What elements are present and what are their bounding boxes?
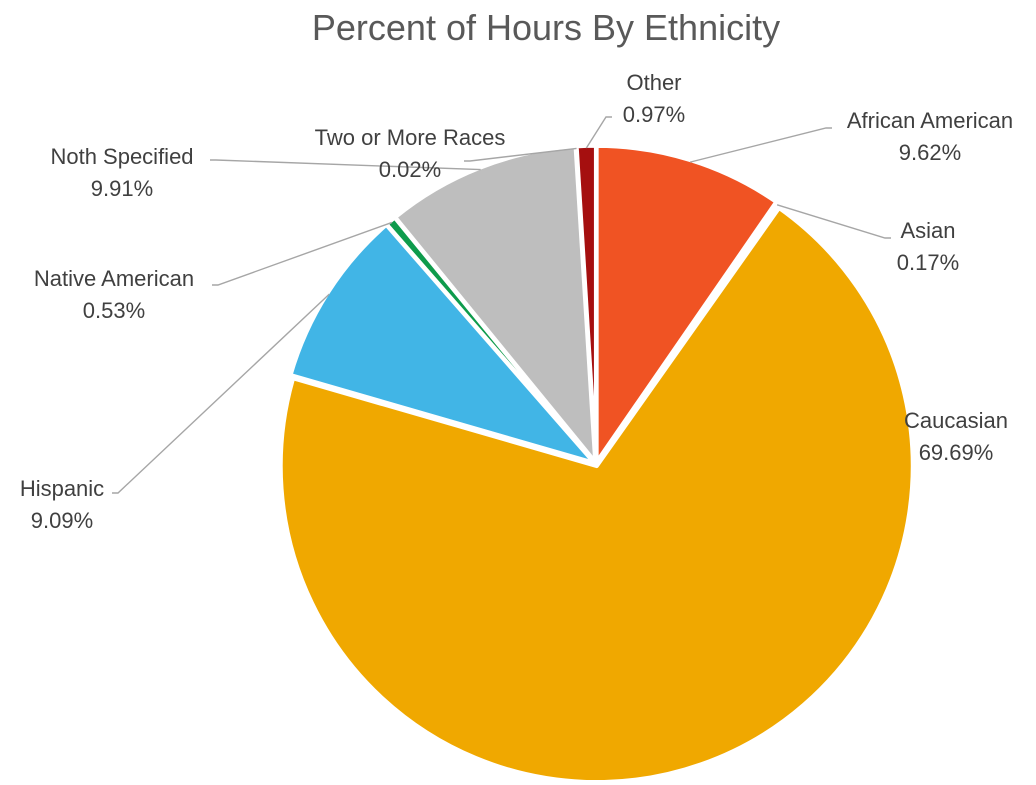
data-label-value: 0.97% xyxy=(623,102,685,127)
data-label-category: Asian xyxy=(900,218,955,243)
data-label-value: 9.62% xyxy=(899,140,961,165)
chart-title: Percent of Hours By Ethnicity xyxy=(312,7,780,48)
leader-lines xyxy=(112,116,891,494)
data-label-value: 9.09% xyxy=(31,508,93,533)
data-label-two-or-more-races: Two or More Races 0.02% xyxy=(315,125,506,182)
pie-slice-noth-specified xyxy=(393,144,598,464)
data-label-value: 0.02% xyxy=(379,157,441,182)
leader-line-native-american xyxy=(212,221,393,286)
data-label-asian: Asian 0.17% xyxy=(897,218,959,275)
pie-slice-asian xyxy=(595,200,782,465)
data-label-category: Caucasian xyxy=(904,408,1008,433)
leader-line-asian xyxy=(776,204,891,239)
leader-line-two-or-more-races xyxy=(464,147,577,162)
data-label-other: Other 0.97% xyxy=(623,70,685,127)
data-label-category: Native American xyxy=(34,266,194,291)
pie-slices xyxy=(278,143,915,785)
leader-line-noth-specified xyxy=(210,159,481,171)
data-label-native-american: Native American 0.53% xyxy=(34,266,194,323)
data-label-hispanic: Hispanic 9.09% xyxy=(20,476,104,533)
data-label-african-american: African American 9.62% xyxy=(847,108,1013,165)
data-label-value: 0.17% xyxy=(897,250,959,275)
data-label-value: 9.91% xyxy=(91,176,153,201)
data-labels: African American 9.62% Asian 0.17% Caucasian… xyxy=(20,70,1013,533)
data-label-category: African American xyxy=(847,108,1013,133)
leader-line-african-american xyxy=(689,127,832,163)
data-label-category: Two or More Races xyxy=(315,125,506,150)
data-label-category: Noth Specified xyxy=(50,144,193,169)
data-label-caucasian: Caucasian 69.69% xyxy=(904,408,1008,465)
data-label-category: Other xyxy=(626,70,681,95)
pie-slice-hispanic xyxy=(288,222,597,465)
data-label-value: 69.69% xyxy=(919,440,994,465)
leader-line-hispanic xyxy=(112,293,330,494)
pie-slice-other xyxy=(574,143,598,464)
leader-line-other xyxy=(585,116,612,149)
pie-slice-caucasian xyxy=(278,205,915,785)
pie-slice-african-american xyxy=(594,143,779,464)
data-label-category: Hispanic xyxy=(20,476,104,501)
data-label-noth-specified: Noth Specified 9.91% xyxy=(50,144,193,201)
data-label-value: 0.53% xyxy=(83,298,145,323)
